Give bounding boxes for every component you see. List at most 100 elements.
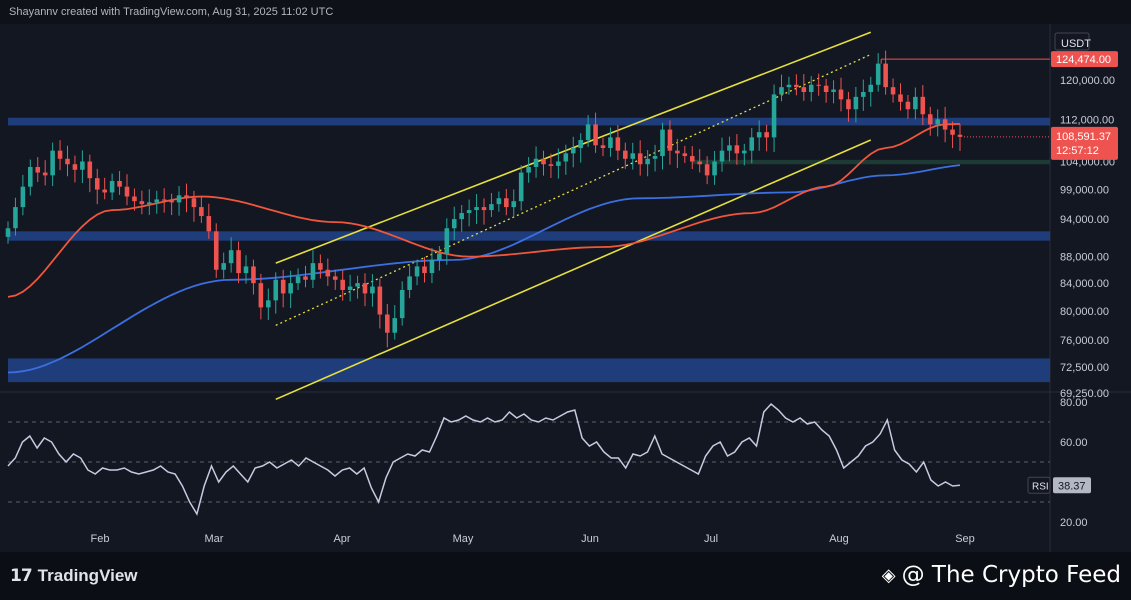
candle bbox=[57, 140, 63, 171]
candle-body bbox=[266, 300, 271, 308]
credit-text: @ The Crypto Feed bbox=[901, 562, 1121, 588]
candle bbox=[645, 150, 650, 177]
price-tick-label: 120,000.00 bbox=[1060, 75, 1115, 87]
candle bbox=[437, 246, 442, 271]
candle bbox=[362, 273, 368, 307]
candle bbox=[704, 156, 710, 185]
candle bbox=[801, 74, 807, 101]
price-tick-label: 84,000.00 bbox=[1060, 278, 1109, 290]
candle bbox=[392, 305, 398, 340]
candle bbox=[80, 150, 85, 184]
candle-body bbox=[139, 201, 145, 205]
candle-body bbox=[771, 94, 777, 138]
candle-body bbox=[898, 94, 903, 102]
candle bbox=[585, 115, 591, 147]
candle bbox=[258, 273, 264, 320]
price-chart[interactable]: 120,000.00112,000.00104,000.0099,000.009… bbox=[0, 24, 1131, 552]
candle bbox=[124, 174, 130, 206]
candle-body bbox=[593, 124, 598, 146]
candle bbox=[630, 142, 636, 170]
month-label: Aug bbox=[829, 533, 849, 545]
candle-body bbox=[310, 263, 316, 280]
candle-body bbox=[191, 198, 197, 208]
candle bbox=[712, 150, 717, 185]
candle bbox=[385, 303, 390, 348]
tradingview-logo[interactable]: 17 TradingView bbox=[10, 566, 138, 586]
candle-body bbox=[704, 164, 710, 176]
ema-100-line bbox=[7, 123, 961, 298]
candle bbox=[950, 121, 955, 149]
candle-body bbox=[184, 195, 189, 199]
candle-body bbox=[556, 161, 561, 166]
tradingview-mark-icon: 17 bbox=[10, 566, 33, 586]
candle bbox=[295, 268, 301, 291]
candle bbox=[466, 199, 472, 227]
candle-body bbox=[570, 147, 576, 154]
ath-price-label: 124,474.00 bbox=[1056, 54, 1111, 66]
candle-body bbox=[623, 150, 628, 159]
candle bbox=[935, 109, 940, 137]
candle bbox=[161, 188, 167, 213]
candle bbox=[340, 270, 345, 301]
candle bbox=[682, 145, 688, 163]
candle bbox=[942, 106, 948, 143]
candle-body bbox=[563, 153, 569, 162]
candle bbox=[823, 78, 829, 103]
candle-body bbox=[94, 178, 100, 190]
rsi-name-label: RSI bbox=[1032, 481, 1049, 492]
candle bbox=[176, 186, 182, 216]
candle-body bbox=[853, 96, 859, 110]
candle-body bbox=[742, 150, 747, 154]
candle-body bbox=[756, 132, 762, 138]
candle-body bbox=[251, 266, 256, 284]
candle bbox=[13, 197, 18, 236]
price-tick-label: 112,000.00 bbox=[1060, 114, 1114, 126]
candle bbox=[132, 188, 137, 211]
candle bbox=[481, 198, 487, 225]
month-label: Jul bbox=[704, 533, 718, 545]
candle-body bbox=[273, 279, 279, 301]
candle-body bbox=[667, 129, 673, 151]
candle bbox=[459, 205, 464, 232]
candle bbox=[213, 223, 219, 278]
candle-body bbox=[65, 158, 70, 165]
header-caption: Shayannv created with TradingView.com, A… bbox=[9, 6, 334, 18]
candle bbox=[533, 146, 539, 178]
price-tick-label: 88,000.00 bbox=[1060, 252, 1109, 264]
candle-body bbox=[615, 137, 621, 151]
channel-mid-line bbox=[275, 53, 872, 326]
candle-body bbox=[340, 279, 345, 290]
candle bbox=[288, 270, 293, 309]
candle bbox=[496, 191, 502, 212]
month-label: Apr bbox=[333, 533, 350, 545]
candle-body bbox=[109, 181, 115, 193]
candle-body bbox=[727, 145, 732, 151]
footer: 17 TradingView ◈ @ The Crypto Feed bbox=[0, 552, 1131, 600]
candle-body bbox=[697, 161, 702, 165]
candle-body bbox=[80, 161, 85, 170]
candle-body bbox=[72, 164, 78, 170]
candle-body bbox=[511, 201, 517, 208]
candle bbox=[615, 124, 621, 161]
candle bbox=[184, 183, 189, 213]
candle-body bbox=[5, 228, 11, 237]
rsi-name-badge bbox=[1027, 476, 1051, 494]
candle-body bbox=[399, 289, 405, 319]
candle-body bbox=[332, 276, 338, 280]
candle bbox=[637, 140, 643, 176]
candle-body bbox=[50, 150, 55, 176]
candle bbox=[697, 149, 702, 173]
candle bbox=[734, 134, 740, 165]
candle-body bbox=[712, 161, 717, 176]
candle bbox=[846, 91, 851, 122]
candle bbox=[504, 188, 509, 216]
candle-body bbox=[13, 207, 18, 229]
candle bbox=[303, 265, 308, 288]
candle bbox=[109, 173, 115, 200]
candle bbox=[399, 281, 405, 326]
candle bbox=[370, 274, 375, 307]
candle bbox=[65, 145, 70, 177]
candle-body bbox=[370, 286, 375, 294]
candle bbox=[890, 78, 896, 103]
candle bbox=[957, 124, 963, 151]
